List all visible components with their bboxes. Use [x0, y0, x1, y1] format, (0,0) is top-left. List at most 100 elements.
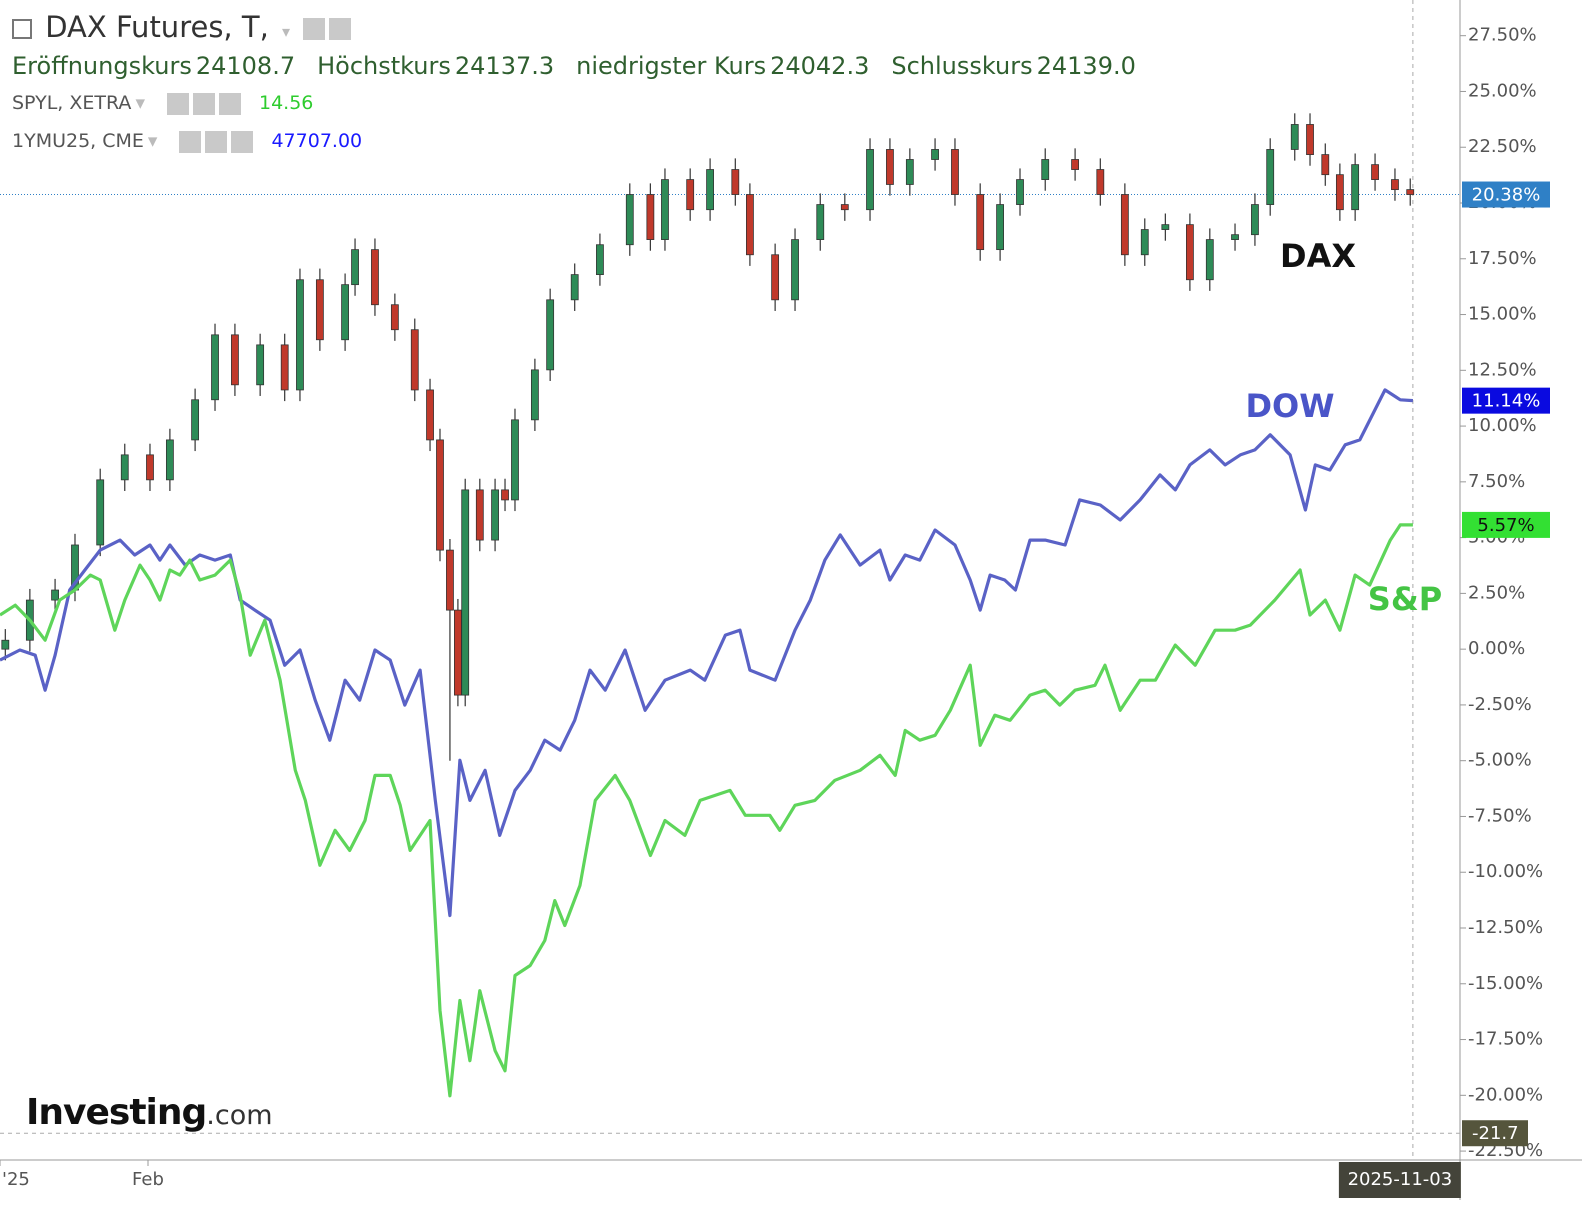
candle-body	[1161, 224, 1170, 230]
ohlc-value: 24139.0	[1036, 52, 1136, 80]
candle-body	[1120, 194, 1129, 256]
series-name: S&P	[1368, 580, 1442, 618]
brand-suffix: .com	[206, 1100, 273, 1131]
ohlc-row: Eröffnungskurs 24108.7 Höchstkurs 24137.3 ni…	[12, 52, 1158, 80]
candle-body	[351, 249, 359, 286]
ohlc-label: Schlusskurs	[891, 52, 1033, 80]
gear-icon[interactable]	[329, 18, 352, 40]
candle-body	[1391, 179, 1399, 191]
eye-icon[interactable]	[166, 92, 189, 115]
candle-body	[625, 194, 634, 246]
candle-body	[791, 239, 799, 301]
candle-body	[280, 344, 289, 391]
ohlc-field: Eröffnungskurs 24108.7	[12, 52, 299, 80]
ohlc-field: Schlusskurs 24139.0	[891, 52, 1140, 80]
ohlc-value: 24042.3	[770, 52, 870, 80]
candle-body	[746, 194, 754, 256]
candle-body	[51, 589, 59, 601]
candle-body	[1251, 204, 1259, 236]
ohlc-field: niedrigster Kurs 24042.3	[576, 52, 873, 80]
gear-icon[interactable]	[192, 92, 215, 115]
candle-body	[1290, 124, 1299, 150]
y-tick-label: 7.50%	[1468, 471, 1525, 492]
candle-body	[390, 304, 399, 331]
y-tick-label: -5.00%	[1468, 750, 1532, 771]
crosshair-y-badge	[1462, 1120, 1528, 1147]
ohlc-value: 24137.3	[454, 52, 555, 80]
last-value-badge	[1462, 511, 1550, 538]
candle-body	[886, 149, 894, 185]
y-tick-label: 0.00%	[1468, 638, 1525, 659]
candle-body	[120, 454, 129, 481]
candle-body	[371, 249, 379, 306]
crosshair-x-badge	[1338, 1162, 1461, 1198]
candle-body	[410, 329, 419, 391]
candle-body	[165, 439, 174, 481]
candle-body	[840, 204, 849, 211]
compare-row: 1YMU25, CME ▾ 47707.00	[12, 130, 366, 153]
eye-icon[interactable]	[303, 18, 326, 40]
last-value-label: 5.57%	[1477, 515, 1534, 536]
close-icon[interactable]	[218, 92, 241, 115]
ohlc-value: 24108.7	[195, 52, 296, 80]
candle-body	[341, 284, 349, 341]
candle-body	[461, 489, 470, 696]
ohlc-label: Höchstkurs	[317, 52, 451, 80]
candle-body	[1071, 159, 1079, 170]
y-tick-label: 10.00%	[1468, 415, 1537, 436]
dropdown-arrow[interactable]: ▾	[135, 92, 145, 114]
candle-body	[596, 244, 604, 276]
candle-body	[1371, 164, 1379, 180]
candle-body	[501, 489, 509, 501]
compare-value: 47707.00	[271, 130, 363, 152]
candle-body	[686, 179, 695, 211]
y-tick-label: -20.00%	[1468, 1084, 1543, 1105]
legend-title: DAX Futures, T,	[45, 10, 269, 44]
y-tick-label: 25.00%	[1468, 80, 1537, 101]
ohlc-label: Eröffnungskurs	[12, 52, 192, 80]
candle-body	[454, 609, 462, 696]
compare-name: 1YMU25, CME	[12, 130, 144, 152]
candle-body	[96, 479, 105, 546]
candle-body	[1041, 159, 1050, 180]
candle-body	[771, 254, 780, 301]
crosshair-x-label: 2025-11-03	[1348, 1169, 1453, 1190]
ohlc-field: Höchstkurs 24137.3	[317, 52, 558, 80]
candle-body	[296, 279, 304, 391]
compare-value: 14.56	[258, 92, 314, 114]
candle-body	[661, 179, 669, 240]
candle-body	[1016, 179, 1024, 205]
candle-body	[231, 334, 239, 386]
y-tick-label: 12.50%	[1468, 359, 1537, 380]
y-tick-label: -17.50%	[1468, 1029, 1543, 1050]
dropdown-arrow[interactable]: ▾	[282, 22, 291, 41]
x-tick-label: '25	[2, 1169, 30, 1190]
y-tick-label: -15.00%	[1468, 973, 1543, 994]
compare-name: SPYL, XETRA	[12, 92, 132, 114]
candle-body	[1186, 224, 1194, 281]
collapse-icon[interactable]	[12, 19, 32, 39]
close-icon[interactable]	[231, 130, 254, 153]
last-value-label: 20.38%	[1472, 185, 1541, 206]
last-value-badge	[1462, 387, 1550, 414]
series-name: DAX	[1280, 237, 1356, 275]
y-tick-label: -7.50%	[1468, 805, 1532, 826]
eye-icon[interactable]	[179, 130, 202, 153]
y-tick-label: 2.50%	[1468, 582, 1525, 603]
series-line	[0, 523, 1413, 1098]
candle-body	[931, 149, 939, 160]
candle-body	[1205, 239, 1214, 281]
candle-body	[1140, 229, 1149, 256]
candle-body	[475, 489, 484, 541]
candle-body	[546, 299, 555, 371]
candle-body	[491, 489, 499, 541]
y-tick-label: 27.50%	[1468, 25, 1537, 46]
candle-body	[976, 194, 985, 251]
candle-body	[1266, 149, 1275, 205]
gear-icon[interactable]	[205, 130, 228, 153]
dropdown-arrow[interactable]: ▾	[147, 130, 158, 152]
y-tick-label: 15.00%	[1468, 304, 1537, 325]
candle-body	[511, 419, 519, 501]
